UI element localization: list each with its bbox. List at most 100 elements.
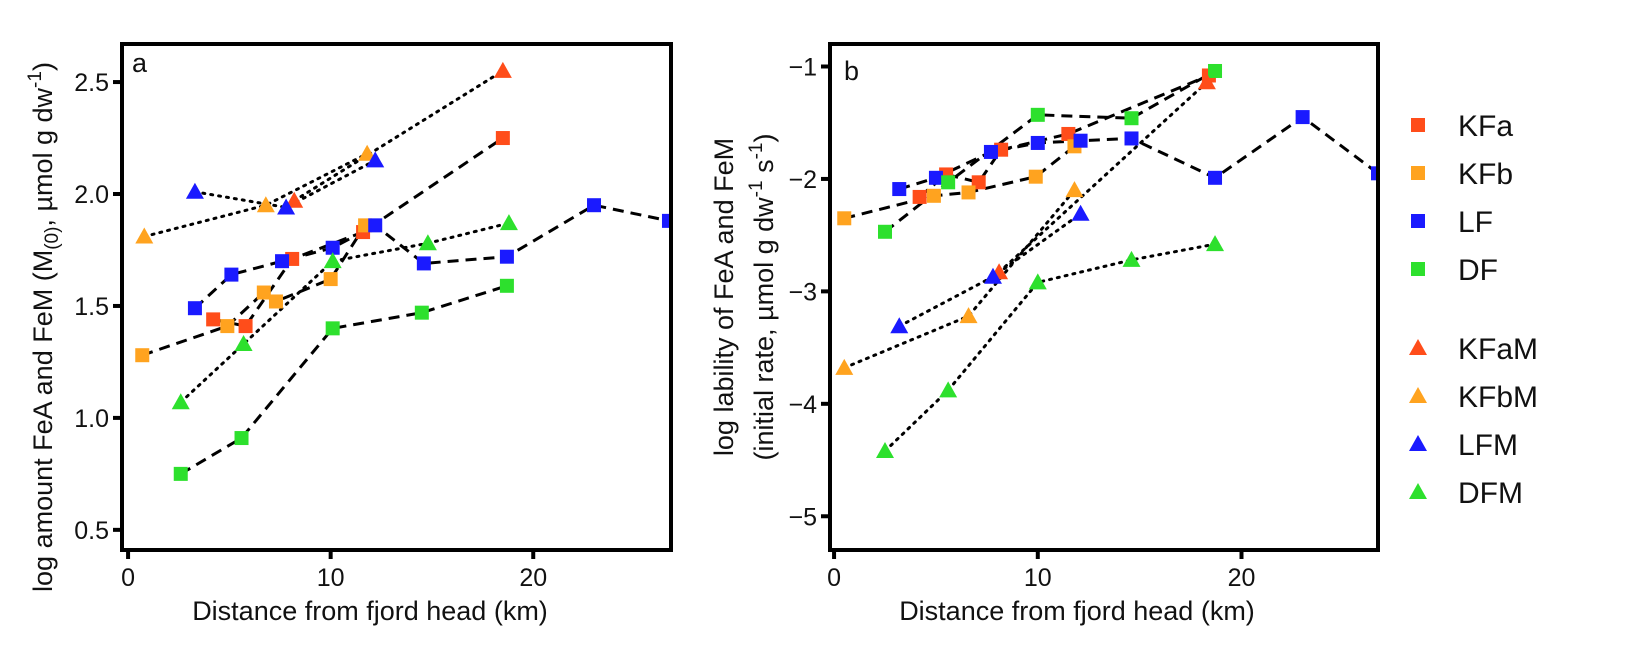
- panel-b-point-LF: [1073, 133, 1088, 148]
- panel-a-point-LF: [275, 254, 290, 269]
- panel-b-point-LF: [983, 144, 998, 159]
- panel-a-point-KFbM: [135, 227, 154, 244]
- panel-b-y-axis-label-line2: (initial rate, µmol g dw-1 s-1): [746, 134, 779, 461]
- panel-b-point-KFbM: [1065, 181, 1084, 198]
- panel-a-point-DF: [234, 431, 249, 446]
- panel-a-point-LF: [187, 301, 202, 316]
- panel-a-point-LF: [661, 213, 671, 228]
- panel-a-y-tick-label: 1.0: [74, 405, 109, 433]
- panel-a-point-DF: [325, 321, 340, 336]
- panel-a-point-DF: [173, 466, 188, 481]
- legend-triangle-marker: [1409, 387, 1427, 403]
- panel-a-point-KFaM: [285, 191, 304, 208]
- panel-b-x-tick-label: 0: [827, 564, 841, 592]
- panel-b-series-line-DF: [884, 69, 1216, 233]
- panel-b-lines: [842, 69, 1378, 453]
- panel-b-point-DFM: [1122, 250, 1141, 267]
- panel-a-x-tick-label: 20: [519, 564, 547, 592]
- panel-b-y-tick-label: −1: [788, 53, 817, 81]
- panel-b-point-LF: [1208, 170, 1223, 185]
- legend-label: KFbM: [1458, 381, 1538, 414]
- panel-a-point-DF: [499, 278, 514, 293]
- panel-b: 0 10 20 −5 −4 −3 −2 −1 b Distance from fjord he…: [709, 42, 1380, 626]
- panel-a-y-tick-label: 2.5: [74, 69, 109, 97]
- panel-a-point-DFM: [499, 214, 518, 231]
- panel-b-y-axis-label: log lability of FeA and FeM: [709, 138, 739, 456]
- panel-a-point-KFaM: [493, 61, 512, 78]
- panel-b-y-axis-label-part: ): [749, 134, 779, 143]
- panel-b-x-tick-label: 10: [1024, 564, 1052, 592]
- panel-a-ticks: 0 10 20 0.5 1.0 1.5 2.0 2.5: [74, 69, 547, 592]
- legend-square-marker: [1411, 166, 1425, 180]
- panel-a-x-tick-label: 10: [317, 564, 345, 592]
- panel-a-point-KFb: [323, 272, 338, 287]
- panel-a-lines: [141, 69, 670, 476]
- legend-triangle-marker: [1409, 339, 1427, 355]
- panel-b-y-tick-label: −3: [788, 278, 817, 306]
- panel-b-point-LF: [1030, 135, 1045, 150]
- panel-a-point-DFM: [234, 335, 253, 352]
- panel-b-point-KFa: [912, 189, 927, 204]
- panel-b-y-tick-label: −4: [788, 391, 817, 419]
- legend-square-marker: [1411, 214, 1425, 228]
- panel-a-point-LF: [368, 218, 383, 233]
- legend-label: KFa: [1458, 110, 1513, 143]
- panel-a-point-KFa: [238, 319, 253, 334]
- panel-b-y-tick-label: −5: [788, 503, 817, 531]
- legend: KFa KFb LF DF KFaM KFbM LFM DFM: [1409, 110, 1538, 510]
- panel-b-point-DF: [1124, 111, 1139, 126]
- panel-a-point-KFb: [256, 285, 271, 300]
- panel-a-x-tick-label: 0: [121, 564, 135, 592]
- panel-a-point-KFb: [220, 319, 235, 334]
- panel-a-point-LF: [499, 249, 514, 264]
- panel-b-y-axis-label-part: s: [749, 159, 779, 180]
- panel-b-point-DFM: [1028, 273, 1047, 290]
- panel-a-point-LF: [587, 198, 602, 213]
- panel-b-point-DFM: [1206, 235, 1225, 252]
- panel-a-point-KFb: [268, 294, 283, 309]
- panel-b-point-LFM: [1071, 204, 1090, 221]
- panel-b-point-KFbM: [835, 358, 854, 375]
- panel-b-point-DF: [1208, 63, 1223, 78]
- panel-a-point-LFM: [366, 151, 385, 168]
- panel-b-point-LFM: [890, 317, 909, 334]
- panel-a-markers: [135, 61, 671, 481]
- legend-label: KFb: [1458, 158, 1513, 191]
- panel-b-point-KFaM: [1197, 73, 1216, 90]
- panel-b-point-KFbM: [959, 307, 978, 324]
- panel-b-point-KFb: [837, 211, 852, 226]
- panel-b-point-DFM: [876, 442, 895, 459]
- panel-a-x-axis-label: Distance from fjord head (km): [192, 596, 548, 626]
- panel-a-series-line-DFM: [179, 221, 511, 404]
- panel-b-y-axis-label-sup: -1: [746, 180, 767, 197]
- legend-label: LFM: [1458, 429, 1518, 462]
- panel-b-markers: [835, 63, 1378, 459]
- panel-b-point-LF: [1124, 131, 1139, 146]
- panel-b-point-LF: [928, 170, 943, 185]
- panel-a-point-DFM: [323, 252, 342, 269]
- panel-a-series-line-LFM: [193, 158, 377, 210]
- panel-b-point-LF: [1371, 166, 1378, 181]
- panel-a-y-axis-label-sup: -1: [25, 71, 46, 88]
- panel-b-series-line-LFM: [897, 212, 1083, 328]
- panel-a-y-tick-label: 0.5: [74, 517, 109, 545]
- legend-label: LF: [1458, 206, 1493, 239]
- panel-a-point-LF: [416, 256, 431, 271]
- legend-triangle-marker: [1409, 483, 1427, 499]
- panel-a-frame: [120, 42, 673, 552]
- panel-a-point-LFM: [185, 182, 204, 199]
- panel-b-point-DF: [941, 175, 956, 190]
- panel-b-point-KFb: [926, 188, 941, 203]
- panel-a-y-axis-label-part: , µmol g dw: [28, 87, 58, 226]
- panel-a-y-axis-label-part: log amount FeA and FeM (M: [28, 250, 58, 592]
- panel-b-point-LF: [892, 182, 907, 197]
- panel-a-y-axis-label: log amount FeA and FeM (M(0), µmol g dw-…: [25, 62, 63, 592]
- panel-b-ticks: 0 10 20 −5 −4 −3 −2 −1: [788, 53, 1255, 592]
- panel-b-point-DF: [1030, 107, 1045, 122]
- panel-b-label: b: [844, 56, 859, 86]
- panel-a-y-axis-label-sub: (0): [42, 227, 63, 250]
- panel-a-point-KFb: [135, 348, 150, 363]
- panel-a-point-KFa: [206, 312, 221, 327]
- legend-label: DFM: [1458, 477, 1523, 510]
- panel-b-point-LFM: [983, 267, 1002, 284]
